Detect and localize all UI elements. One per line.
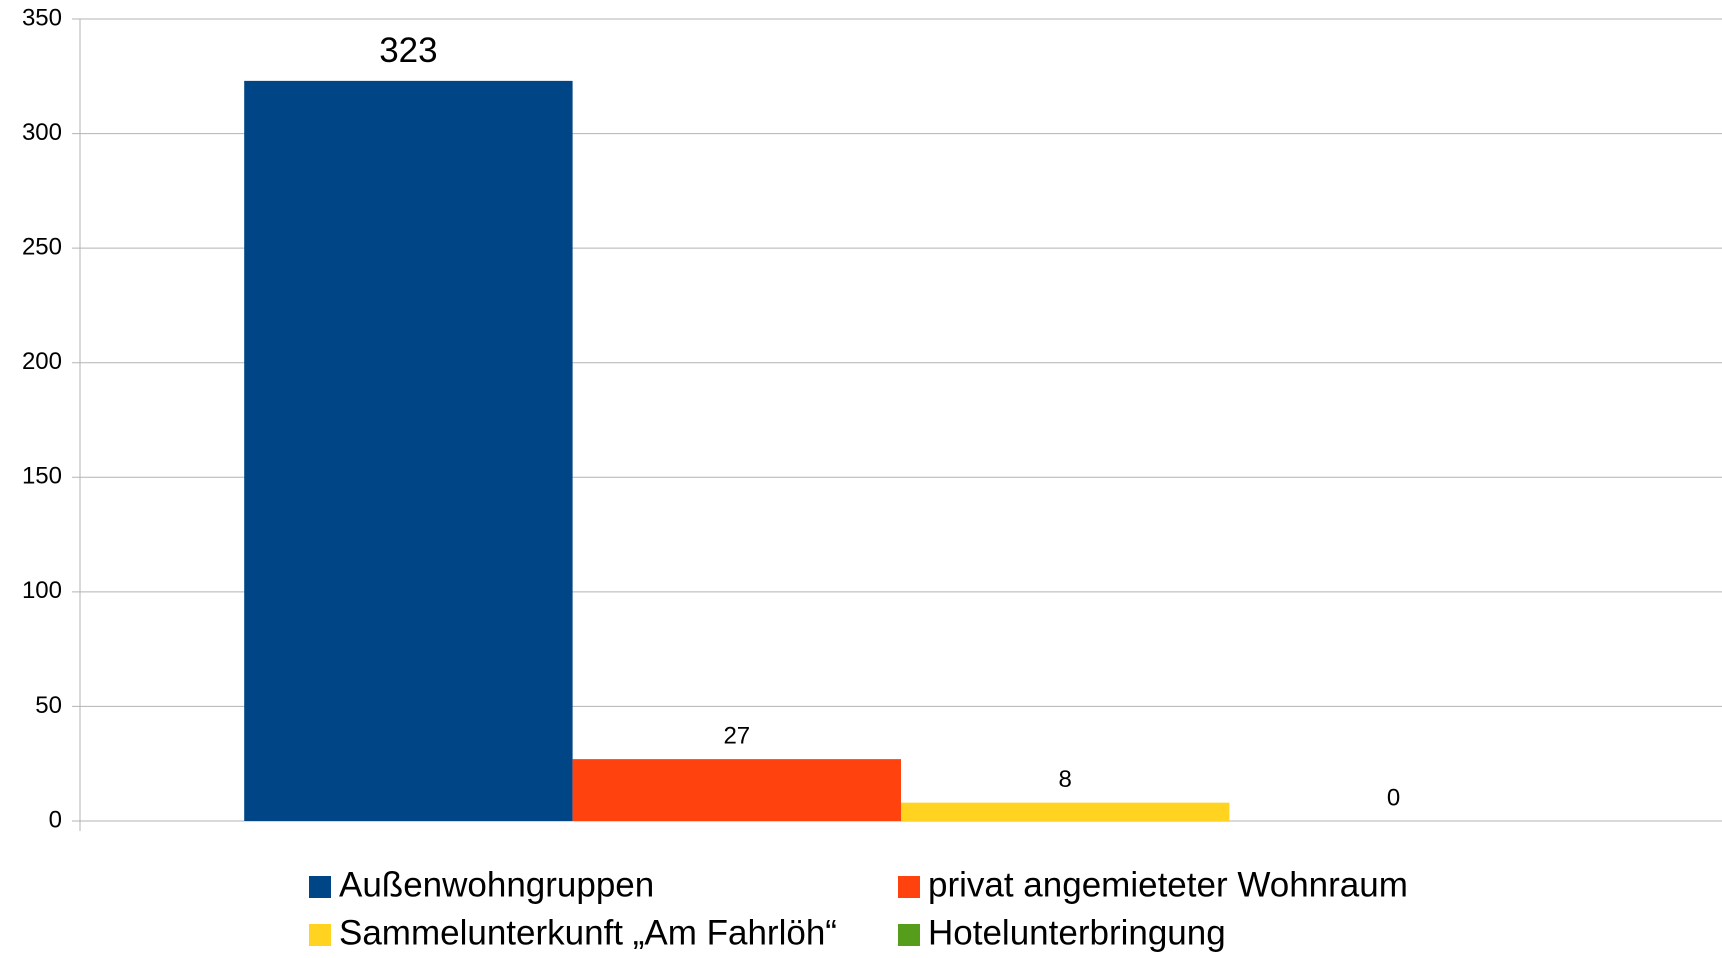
y-tick-label: 50 bbox=[35, 692, 62, 719]
legend-label: Sammelunterkunft „Am Fahrlöh“ bbox=[339, 913, 837, 952]
bar bbox=[244, 80, 573, 821]
legend-label: Hotelunterbringung bbox=[928, 913, 1226, 952]
y-tick-label: 200 bbox=[22, 348, 62, 375]
legend-label: Außenwohngruppen bbox=[339, 865, 654, 904]
y-tick-label: 300 bbox=[22, 119, 62, 146]
y-tick-label: 150 bbox=[22, 463, 62, 490]
bar bbox=[572, 759, 901, 821]
legend-swatch bbox=[898, 876, 920, 898]
value-label: 0 bbox=[1387, 784, 1400, 811]
y-tick-label: 100 bbox=[22, 577, 62, 604]
legend-swatch bbox=[309, 924, 331, 946]
value-label: 323 bbox=[379, 31, 437, 70]
y-tick-label: 0 bbox=[49, 806, 62, 833]
value-label: 27 bbox=[723, 722, 750, 749]
y-tick-label: 350 bbox=[22, 4, 62, 31]
y-tick-label: 250 bbox=[22, 233, 62, 260]
legend-label: privat angemieteter Wohnraum bbox=[928, 865, 1408, 904]
bar bbox=[901, 802, 1230, 821]
legend-swatch bbox=[309, 876, 331, 898]
value-label: 8 bbox=[1059, 766, 1072, 793]
legend-swatch bbox=[898, 924, 920, 946]
